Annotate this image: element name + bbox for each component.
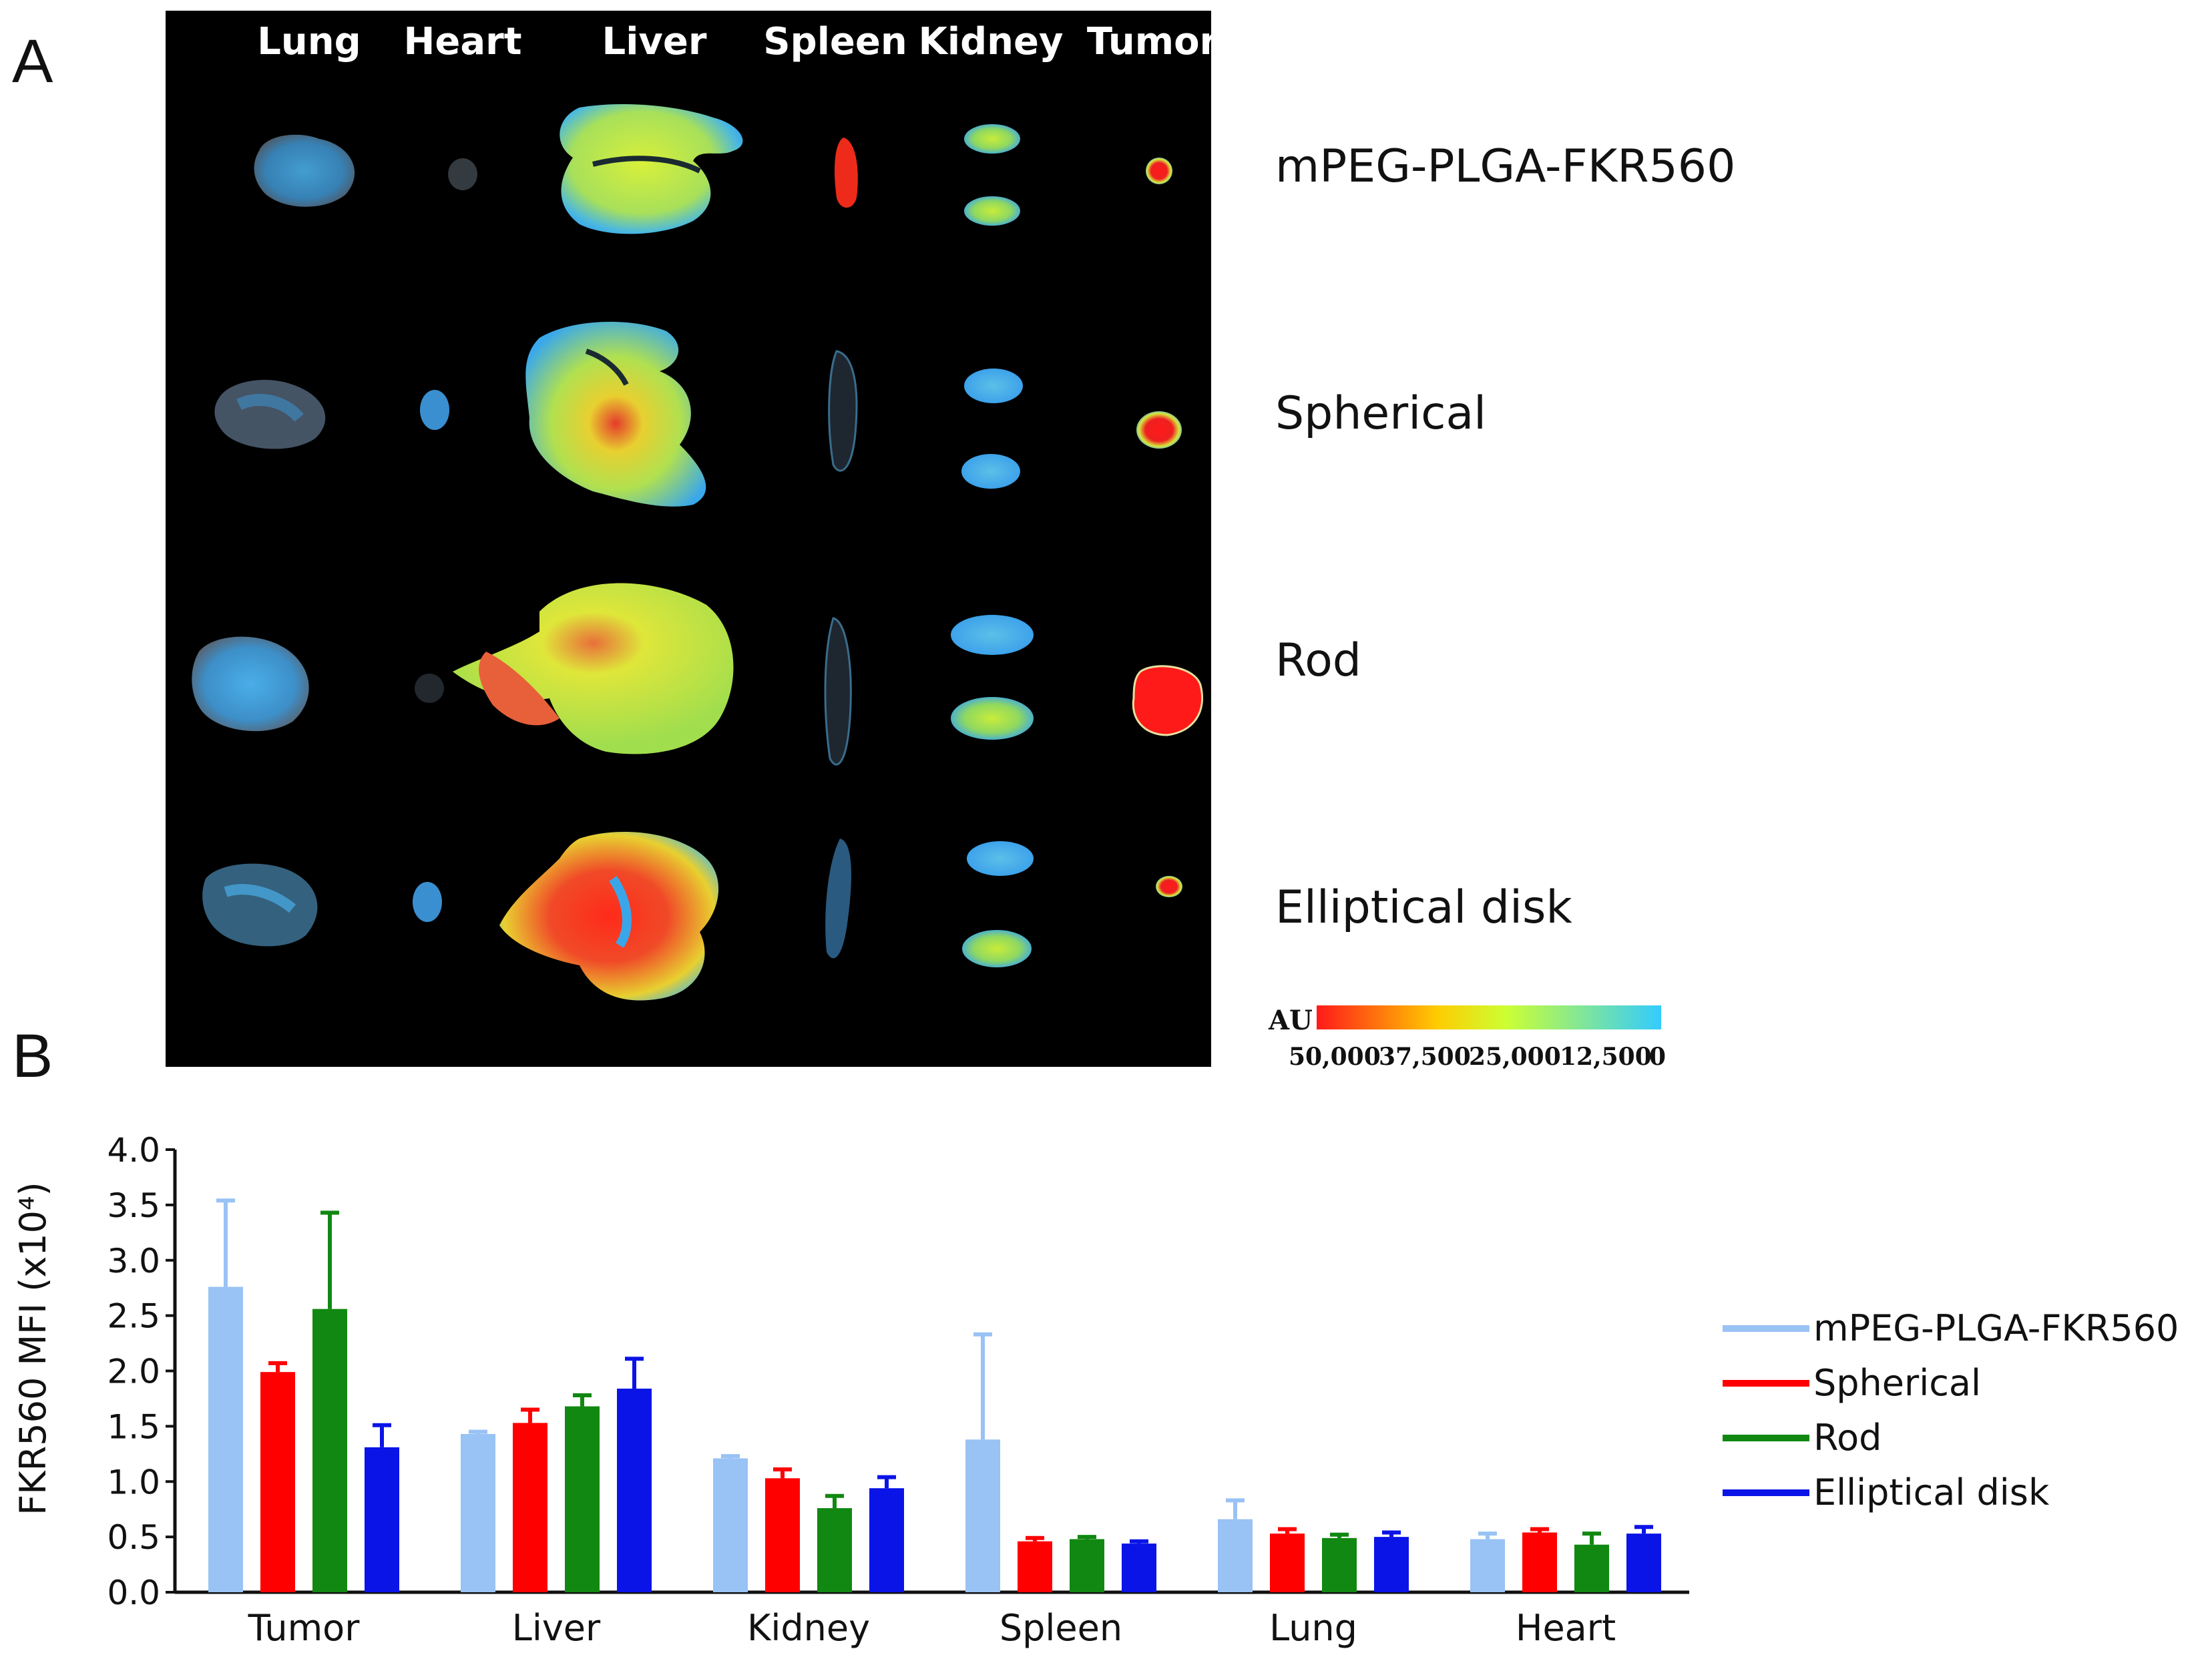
colorbar-tick: 0 xyxy=(1649,1043,1667,1071)
bar xyxy=(1070,1539,1104,1592)
organ-header-lung: Lung xyxy=(257,20,361,63)
group-label-spherical: Spherical xyxy=(1275,387,1487,440)
group-label-mpeg-plga: mPEG-PLGA-FKR560 xyxy=(1275,140,1736,193)
bar xyxy=(1470,1539,1505,1592)
panel-label-a: A xyxy=(12,27,53,95)
row-spherical xyxy=(214,322,1182,507)
y-tick-label: 3.0 xyxy=(107,1242,160,1280)
x-tick-label: Heart xyxy=(1516,1607,1616,1649)
bar xyxy=(1626,1533,1661,1592)
bar xyxy=(713,1458,748,1592)
bar xyxy=(1322,1537,1357,1592)
colorbar-tick: 12,500 xyxy=(1560,1043,1652,1071)
bar xyxy=(869,1488,904,1592)
bar xyxy=(1270,1533,1305,1592)
bar xyxy=(617,1389,652,1592)
bar xyxy=(365,1447,399,1592)
bars xyxy=(208,1198,1661,1592)
organ-header-spleen: Spleen xyxy=(763,20,907,63)
group-label-elliptical-disk: Elliptical disk xyxy=(1275,881,1572,934)
x-tick-label: Lung xyxy=(1269,1607,1357,1649)
bar xyxy=(208,1286,243,1592)
organ-header-liver: Liver xyxy=(602,20,707,63)
legend-label: Elliptical disk xyxy=(1813,1471,2050,1513)
y-axis-label: FKR560 MFI (x10⁴) xyxy=(12,1182,54,1515)
y-tick-label: 2.5 xyxy=(107,1297,160,1336)
panel-label-b: B xyxy=(12,1022,53,1090)
y-tick-label: 0.0 xyxy=(107,1574,160,1612)
bar xyxy=(565,1406,600,1592)
bar xyxy=(1522,1532,1557,1592)
y-tick-label: 4.0 xyxy=(107,1131,160,1170)
bar xyxy=(1218,1519,1253,1592)
legend-label: Spherical xyxy=(1813,1362,1981,1404)
bar xyxy=(965,1439,1000,1592)
colorbar-tick: 37,500 xyxy=(1379,1043,1471,1071)
x-axis: Tumor Liver Kidney Spleen Lung Heart xyxy=(175,1590,1689,1649)
colorbar-au-label: AU xyxy=(1269,1005,1313,1036)
row-mpeg-plga xyxy=(254,104,1172,234)
legend-label: Rod xyxy=(1813,1417,1882,1459)
bar xyxy=(312,1309,347,1592)
organ-header-tumor: Tumor xyxy=(1086,20,1211,63)
group-label-rod: Rod xyxy=(1275,634,1361,687)
y-tick-label: 1.5 xyxy=(107,1407,160,1446)
organ-header-heart: Heart xyxy=(403,20,522,63)
y-tick-label: 2.0 xyxy=(107,1353,160,1391)
bar xyxy=(1374,1537,1409,1592)
bar xyxy=(765,1478,800,1592)
y-axis: 0.0 0.5 1.0 1.5 2.0 2.5 3.0 3.5 4.0 xyxy=(107,1131,177,1612)
bar xyxy=(1122,1544,1156,1592)
bar xyxy=(513,1423,547,1592)
ex-vivo-fluorescence-image: Lung Heart Liver Spleen Kidney Tumor xyxy=(166,11,1211,1067)
organ-header-kidney: Kidney xyxy=(918,20,1064,63)
legend-label: mPEG-PLGA-FKR560 xyxy=(1813,1307,2179,1349)
organ-images xyxy=(192,104,1204,1001)
y-tick-label: 3.5 xyxy=(107,1186,160,1225)
x-tick-label: Tumor xyxy=(248,1607,361,1649)
row-rod xyxy=(192,583,1204,766)
bar xyxy=(1574,1544,1609,1592)
bar xyxy=(260,1372,295,1592)
x-tick-label: Spleen xyxy=(1000,1607,1122,1649)
y-tick-label: 1.0 xyxy=(107,1463,160,1501)
colorbar-tick: 25,000 xyxy=(1469,1043,1561,1071)
legend: mPEG-PLGA-FKR560 Spherical Rod Elliptical d… xyxy=(1723,1307,2179,1513)
y-tick-label: 0.5 xyxy=(107,1518,160,1557)
colorbar xyxy=(1317,1005,1661,1029)
x-tick-label: Liver xyxy=(512,1607,601,1649)
bar xyxy=(1018,1541,1052,1592)
bar xyxy=(461,1433,495,1592)
row-elliptical-disk xyxy=(202,832,1182,1001)
colorbar-tick: 50,000 xyxy=(1289,1043,1381,1071)
x-tick-label: Kidney xyxy=(747,1607,870,1649)
bar xyxy=(817,1508,852,1592)
